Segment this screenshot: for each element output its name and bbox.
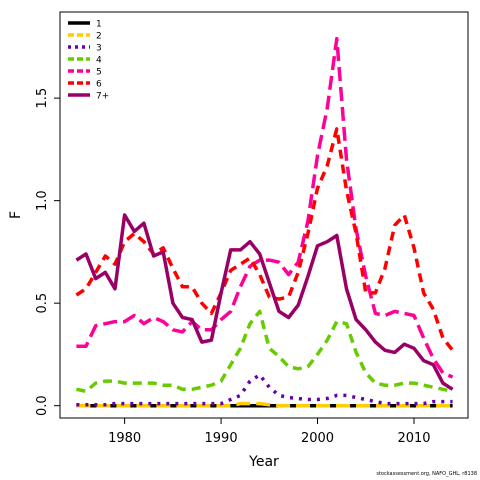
series-line-3: [76, 373, 453, 407]
series-line-4: [76, 309, 453, 394]
series-line-6: [75, 127, 454, 352]
series-line-2: [76, 401, 453, 408]
legend-label-4: 4: [96, 56, 102, 66]
series-layer: [75, 36, 454, 408]
y-tick-label: 1.0: [35, 190, 50, 211]
y-tick-label: 1.5: [35, 88, 50, 109]
legend-label-7: 7+: [96, 92, 109, 102]
x-tick-label: 1980: [108, 431, 141, 446]
legend: 1 2 3 4 5 6 7+: [68, 20, 109, 102]
x-tick-label: 2000: [301, 431, 334, 446]
series-line-7: [75, 213, 454, 391]
plot-frame: [59, 11, 469, 419]
legend-label-5: 5: [96, 68, 102, 78]
source-credit: stockassessment.org, NAFO_GHL, r8138: [376, 471, 477, 477]
legend-label-3: 3: [96, 44, 102, 54]
axis-layer: 1980 1990 2000 2010 0.0 0.5 1.0 1.5: [35, 88, 431, 446]
series-line-5: [76, 36, 454, 379]
y-tick-label: 0.5: [35, 293, 50, 314]
x-tick-label: 1990: [205, 431, 238, 446]
legend-label-2: 2: [96, 32, 102, 42]
legend-label-6: 6: [96, 80, 102, 90]
y-tick-label: 0.0: [35, 395, 50, 416]
legend-label-1: 1: [96, 20, 102, 30]
x-axis-label: Year: [248, 454, 279, 470]
x-tick-label: 2010: [397, 431, 430, 446]
y-axis-label: F: [8, 211, 24, 219]
